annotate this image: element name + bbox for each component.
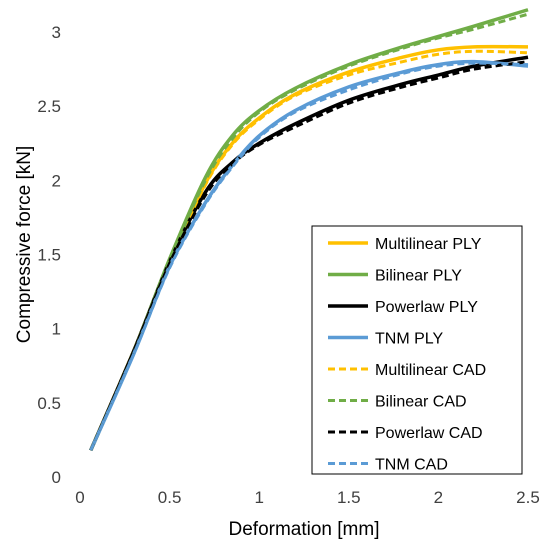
x-tick-label: 0.5	[158, 488, 182, 507]
series-line-tnm-cad	[89, 61, 529, 451]
legend-label: Powerlaw PLY	[375, 299, 478, 316]
chart-series	[89, 8, 529, 452]
x-tick-label: 2.5	[516, 488, 540, 507]
x-axis-title: Deformation [mm]	[229, 519, 380, 540]
x-tick-label: 2	[434, 488, 443, 507]
y-tick-label: 1	[52, 320, 61, 339]
y-tick-label: 0	[52, 468, 61, 487]
legend-label: Multilinear PLY	[375, 236, 482, 253]
legend-label: Multilinear CAD	[375, 362, 486, 379]
legend-box	[311, 225, 523, 475]
legend-label: TNM CAD	[375, 457, 448, 474]
y-tick-label: 3	[52, 23, 61, 42]
legend-label: TNM PLY	[375, 331, 443, 348]
chart-axes: 0 0.5 1 1.5 2 2.5 0 0.5 1 1.5 2 2.5 3	[37, 23, 539, 507]
series-line-multilinear-cad	[89, 49, 529, 451]
series-line-bilinear-cad	[89, 12, 529, 451]
y-axis-title: Compressive force [kN]	[14, 146, 35, 343]
x-tick-label: 0	[75, 488, 84, 507]
y-tick-label: 0.5	[37, 394, 61, 413]
x-tick-label: 1	[254, 488, 263, 507]
legend-label: Bilinear CAD	[375, 394, 467, 411]
y-tick-label: 1.5	[37, 246, 61, 265]
y-tick-label: 2	[52, 171, 61, 190]
legend-label: Powerlaw CAD	[375, 425, 483, 442]
legend-label: Bilinear PLY	[375, 268, 462, 285]
x-tick-label: 1.5	[337, 488, 361, 507]
y-tick-label: 2.5	[37, 97, 61, 116]
chart-legend: Multilinear PLY Bilinear PLY Powerlaw PLY T…	[311, 225, 523, 475]
